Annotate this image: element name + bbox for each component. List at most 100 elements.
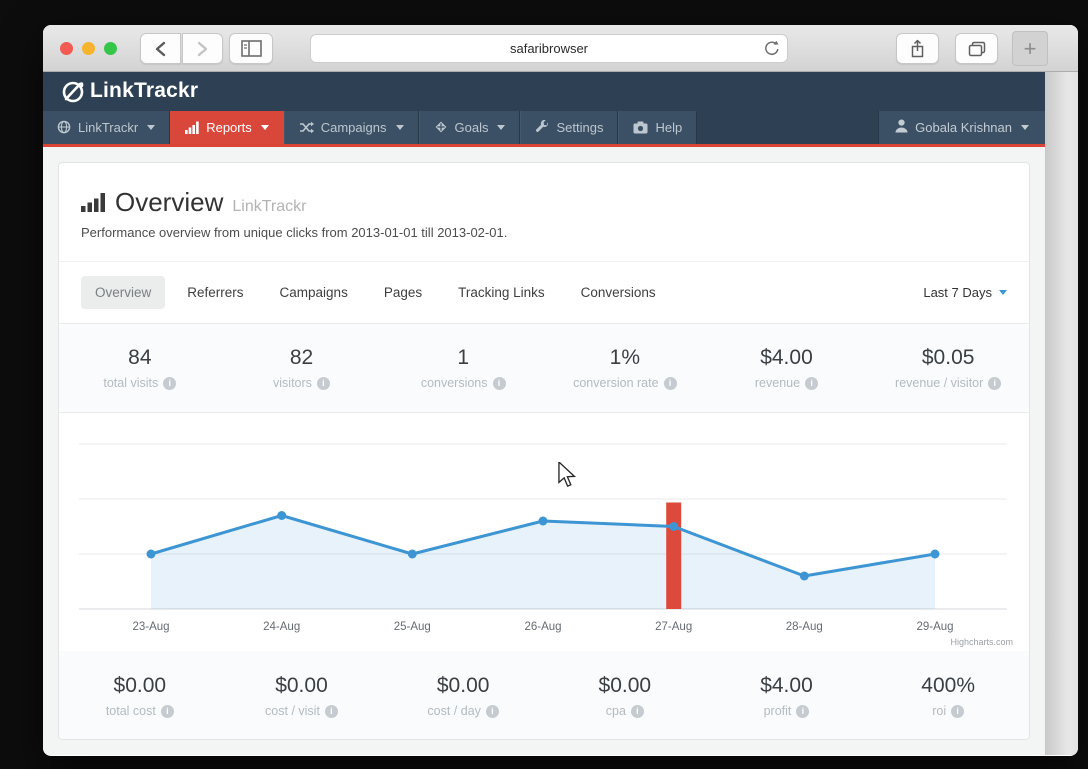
stat-revenue: $4.00 revenue i — [706, 324, 868, 412]
share-button[interactable] — [896, 33, 939, 64]
stat-value: 400% — [921, 674, 976, 697]
user-menu[interactable]: Gobala Krishnan — [878, 110, 1045, 144]
card-header: Overview LinkTrackr Performance overview… — [59, 163, 1029, 261]
stat-total-visits: 84 total visits i — [59, 324, 221, 412]
stat-value: $0.05 — [921, 346, 975, 369]
browser-titlebar: safaribrowser — [43, 25, 1078, 72]
linktrackr-logo-icon — [62, 82, 84, 103]
page-title: Overview — [115, 187, 224, 217]
address-bar[interactable]: safaribrowser — [310, 34, 788, 63]
info-icon[interactable]: i — [796, 704, 810, 718]
info-icon[interactable]: i — [163, 376, 177, 390]
tab-pages[interactable]: Pages — [383, 285, 423, 300]
site-header: LinkTrackr — [43, 72, 1045, 111]
info-icon[interactable]: i — [485, 704, 499, 718]
stats-band-bottom: $0.00 total cost i $0.00 cost / visit i $0… — [59, 651, 1029, 739]
svg-text:24-Aug: 24-Aug — [263, 621, 300, 633]
nav-item-help[interactable]: Help — [618, 110, 698, 144]
nav-label: Goals — [454, 119, 489, 135]
tab-conversions[interactable]: Conversions — [580, 285, 656, 300]
info-icon[interactable]: i — [805, 376, 819, 390]
info-icon[interactable]: i — [316, 376, 330, 390]
nav-label: LinkTrackr — [78, 119, 139, 135]
visits-chart[interactable]: 23-Aug 24-Aug 25-Aug 26-Aug 27-Aug 28-Aug 29-A… — [59, 413, 1029, 651]
info-icon[interactable]: i — [160, 704, 174, 718]
info-icon[interactable]: i — [951, 704, 965, 718]
stat-label: cost / visit i — [265, 704, 338, 718]
nav-item-linktrackr[interactable]: LinkTrackr — [43, 110, 171, 144]
chevron-down-icon — [395, 124, 404, 130]
chevron-left-icon — [155, 41, 166, 56]
svg-text:25-Aug: 25-Aug — [394, 621, 431, 633]
info-icon[interactable]: i — [988, 376, 1002, 390]
stat-label: conversions i — [421, 376, 506, 390]
stat-label: total cost i — [106, 704, 174, 718]
stat-value: $0.00 — [113, 674, 167, 697]
stat-cost-visit: $0.00 cost / visit i — [221, 651, 383, 739]
date-range-label: Last 7 Days — [923, 285, 992, 300]
tab-campaigns[interactable]: Campaigns — [279, 285, 348, 300]
sidebar-icon — [240, 40, 262, 57]
report-tabs: Overview Referrers Campaigns Pages Track… — [59, 261, 1029, 324]
new-tab-button[interactable]: + — [1012, 31, 1048, 66]
nav-label: Reports — [206, 119, 252, 135]
tab-tracking-links[interactable]: Tracking Links — [458, 285, 545, 300]
tab-referrers[interactable]: Referrers — [187, 285, 244, 300]
stat-total-cost: $0.00 total cost i — [59, 651, 221, 739]
nav-item-settings[interactable]: Settings — [520, 110, 619, 144]
minimize-window-button[interactable] — [82, 42, 95, 55]
user-name: Gobala Krishnan — [915, 119, 1012, 135]
chevron-down-icon — [999, 290, 1007, 295]
brand-text: LinkTrackr — [90, 79, 199, 103]
chevron-right-icon — [197, 41, 208, 56]
info-icon[interactable]: i — [630, 704, 644, 718]
forward-button[interactable] — [182, 33, 223, 64]
stat-label: roi i — [932, 704, 965, 718]
report-bars-icon — [81, 193, 105, 212]
info-icon[interactable]: i — [663, 376, 677, 390]
stat-conversions: 1 conversions i — [382, 324, 544, 412]
plus-icon: + — [1023, 35, 1037, 61]
window-controls — [60, 42, 117, 55]
nav-item-goals[interactable]: Goals — [418, 110, 521, 144]
zoom-window-button[interactable] — [104, 42, 117, 55]
chevron-down-icon — [260, 124, 269, 130]
back-button[interactable] — [140, 33, 181, 64]
close-window-button[interactable] — [60, 42, 73, 55]
svg-text:23-Aug: 23-Aug — [132, 621, 169, 633]
nav-spacer — [697, 110, 879, 144]
chevron-down-icon — [497, 124, 506, 130]
nav-label: Campaigns — [320, 119, 387, 135]
page-subtitle: Performance overview from unique clicks … — [81, 225, 508, 240]
reload-button[interactable] — [763, 40, 779, 61]
info-icon[interactable]: i — [492, 376, 506, 390]
stat-value: 84 — [128, 346, 152, 369]
nav-item-campaigns[interactable]: Campaigns — [283, 110, 419, 144]
tab-overview-button[interactable] — [955, 33, 998, 64]
stat-roi: 400% roi i — [867, 651, 1029, 739]
info-icon[interactable]: i — [324, 704, 338, 718]
stat-revenue-visitor: $0.05 revenue / visitor i — [867, 324, 1029, 412]
date-range-selector[interactable]: Last 7 Days — [923, 285, 1007, 300]
linktrackr-brand[interactable]: LinkTrackr — [60, 78, 198, 104]
stat-value: 82 — [289, 346, 314, 369]
safari-window: safaribrowser — [43, 25, 1078, 756]
stat-label: revenue / visitor i — [895, 376, 1002, 390]
goal-diamond-icon — [434, 120, 448, 134]
chart-canvas: 23-Aug 24-Aug 25-Aug 26-Aug 27-Aug 28-Aug 29-A… — [79, 443, 1013, 647]
stat-label: profit i — [764, 704, 810, 718]
tab-overview[interactable]: Overview — [81, 276, 166, 309]
chevron-down-icon — [1021, 124, 1029, 130]
tabs-icon — [968, 41, 985, 56]
share-icon — [911, 39, 924, 58]
stat-value: 1 — [457, 346, 469, 369]
stat-label: revenue i — [755, 376, 819, 390]
sidebar-toggle-button[interactable] — [229, 33, 273, 64]
nav-item-reports[interactable]: Reports — [170, 110, 284, 144]
stat-value: $4.00 — [760, 674, 813, 697]
camera-icon — [633, 121, 648, 134]
nav-label: Settings — [556, 119, 604, 135]
stat-label: conversion rate i — [573, 376, 677, 390]
wrench-icon — [535, 120, 549, 134]
